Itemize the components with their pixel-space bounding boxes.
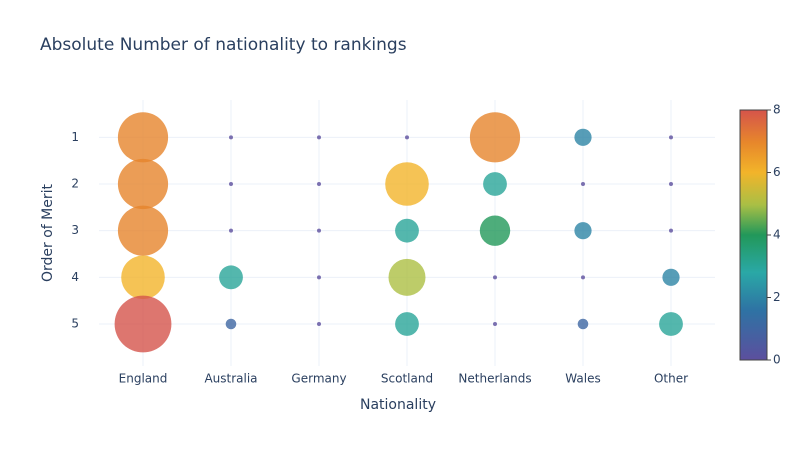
x-tick-label: England (119, 372, 168, 386)
bubble (577, 318, 589, 330)
bubble (405, 135, 409, 140)
bubble (317, 322, 321, 326)
bubble (493, 322, 497, 326)
y-axis-title: Order of Merit (40, 183, 56, 282)
bubble (225, 318, 237, 330)
y-tick-label: 2 (71, 177, 79, 191)
bubble (229, 182, 233, 186)
y-tick-label: 3 (71, 223, 79, 237)
bubble (669, 228, 673, 233)
bubble (395, 312, 419, 336)
bubble (479, 215, 511, 246)
bubble (229, 135, 233, 140)
bubble (317, 228, 321, 233)
colorbar-tick-label: 8 (773, 103, 781, 117)
colorbar-tick-label: 4 (773, 228, 781, 242)
x-tick-label: Germany (291, 372, 346, 386)
colorbar-tick-label: 2 (773, 290, 781, 304)
bubble (574, 222, 592, 240)
colorbar (739, 109, 768, 361)
bubble (395, 218, 419, 243)
colorbar-tick-label: 0 (773, 353, 781, 367)
bubble (317, 182, 321, 186)
bubble (469, 112, 521, 163)
bubble (493, 275, 497, 280)
x-axis-title: Nationality (360, 397, 436, 413)
x-tick-label: Scotland (381, 372, 433, 386)
y-tick-label: 5 (71, 317, 79, 331)
bubble (483, 172, 507, 196)
bubble (317, 135, 321, 140)
bubble (117, 205, 169, 256)
bubble (581, 275, 585, 280)
x-tick-label: Australia (204, 372, 257, 386)
bubble (385, 162, 429, 206)
bubble (388, 258, 426, 296)
y-tick-label: 4 (71, 270, 79, 284)
bubble (659, 312, 683, 336)
x-tick-label: Netherlands (458, 372, 531, 386)
bubble (574, 128, 592, 146)
bubble (669, 135, 673, 140)
y-tick-label: 1 (71, 130, 79, 144)
chart-title: Absolute Number of nationality to rankin… (40, 35, 407, 55)
bubble (581, 182, 585, 186)
bubble (669, 182, 673, 186)
bubble (117, 112, 169, 163)
bubble (114, 295, 172, 353)
bubble (117, 158, 169, 210)
bubble (229, 228, 233, 233)
colorbar-tick-label: 6 (773, 165, 781, 179)
bubble (317, 275, 321, 280)
x-tick-label: Wales (565, 372, 600, 386)
x-tick-label: Other (654, 372, 688, 386)
bubble (662, 268, 680, 286)
bubble (219, 265, 243, 290)
bubble (121, 255, 165, 300)
